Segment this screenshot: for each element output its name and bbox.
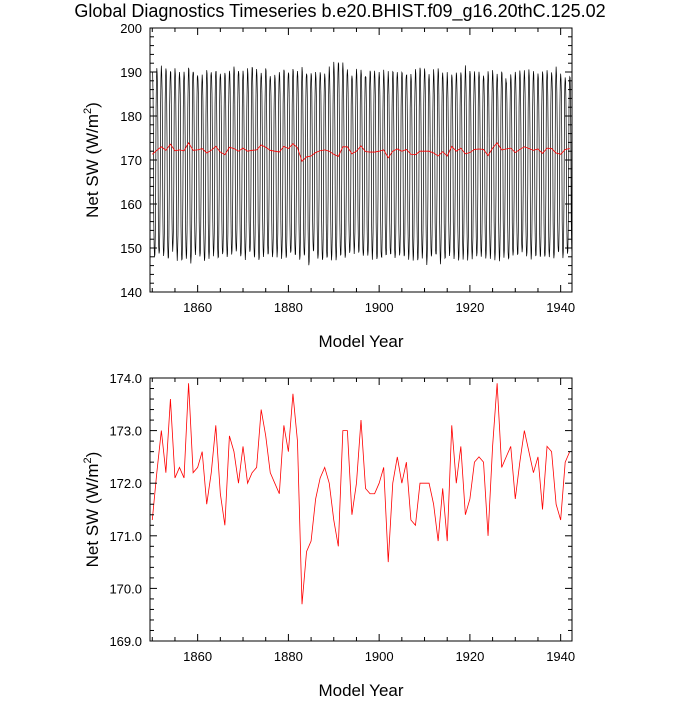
bottom-plot-frame [149, 377, 573, 642]
bottom-ticks: 1860 1880 1900 1920 1940 169.0 170.0 171.0 172.0… [109, 371, 575, 664]
top-x-tick-label: 1920 [455, 300, 484, 315]
top-monthly-series-line [151, 61, 572, 266]
top-x-tick-label: 1880 [274, 300, 303, 315]
top-x-tick-label: 1860 [183, 300, 212, 315]
top-panel: 1860 1880 1900 1920 1940 140 150 160 170 180 190 20… [82, 21, 575, 351]
bottom-y-tick-label: 170.0 [109, 581, 142, 596]
bottom-y-axis-title-superscript: 2 [82, 457, 94, 463]
bottom-annual-series-line [151, 383, 571, 605]
top-y-axis-title-superscript: 2 [82, 108, 94, 114]
bottom-y-tick-label: 172.0 [109, 476, 142, 491]
top-y-tick-label: 200 [120, 21, 142, 36]
top-x-tick-label: 1940 [546, 300, 575, 315]
top-y-axis-title-main: Net SW (W/m [83, 114, 102, 218]
bottom-y-axis-title-main: Net SW (W/m [83, 463, 102, 567]
bottom-x-axis-title: Model Year [318, 681, 403, 700]
top-y-tick-label: 190 [120, 65, 142, 80]
bottom-y-axis-title: Net SW (W/m2) [82, 452, 102, 568]
top-y-tick-label: 140 [120, 285, 142, 300]
bottom-x-tick-label: 1940 [546, 649, 575, 664]
bottom-y-tick-label: 173.0 [109, 424, 142, 439]
top-x-tick-label: 1900 [365, 300, 394, 315]
top-y-axis-title: Net SW (W/m2) [82, 102, 102, 218]
bottom-x-tick-label: 1860 [183, 649, 212, 664]
bottom-panel: 1860 1880 1900 1920 1940 169.0 170.0 171.0 172.0… [82, 371, 575, 700]
top-y-tick-label: 150 [120, 241, 142, 256]
bottom-y-axis-title-close: ) [83, 452, 102, 458]
bottom-x-tick-label: 1900 [365, 649, 394, 664]
top-x-axis-title: Model Year [318, 332, 403, 351]
figure-title: Global Diagnostics Timeseries b.e20.BHIS… [74, 1, 605, 22]
bottom-plot-content [151, 383, 571, 605]
bottom-y-tick-label: 169.0 [109, 634, 142, 649]
top-y-tick-label: 160 [120, 197, 142, 212]
top-annual-series-line [152, 142, 570, 163]
top-plot-content [151, 61, 572, 266]
top-ticks: 1860 1880 1900 1920 1940 140 150 160 170 180 190 20… [120, 21, 575, 315]
top-y-axis-title-close: ) [83, 102, 102, 108]
bottom-y-tick-label: 174.0 [109, 371, 142, 386]
top-y-tick-label: 170 [120, 153, 142, 168]
bottom-x-tick-label: 1920 [455, 649, 484, 664]
bottom-y-tick-label: 171.0 [109, 529, 142, 544]
bottom-x-tick-label: 1880 [274, 649, 303, 664]
top-y-tick-label: 180 [120, 109, 142, 124]
